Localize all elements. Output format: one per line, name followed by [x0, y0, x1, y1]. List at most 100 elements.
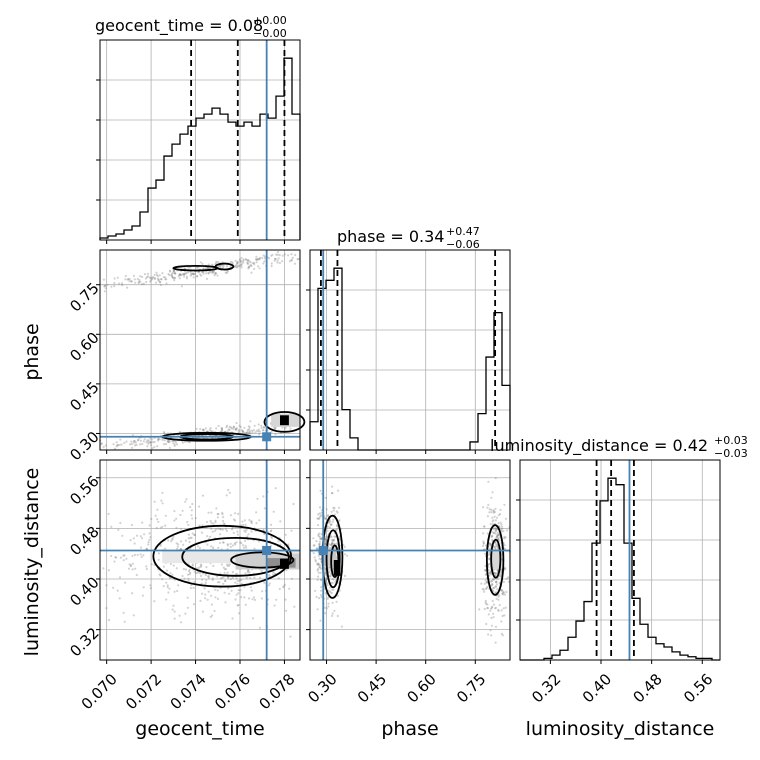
scatter-point: [491, 599, 494, 603]
scatter-point: [276, 250, 280, 254]
scatter-point: [497, 538, 500, 541]
scatter-point: [181, 273, 184, 276]
scatter-point: [318, 543, 321, 547]
scatter-point: [324, 569, 327, 573]
scatter-point: [165, 282, 168, 285]
scatter-point: [333, 609, 336, 613]
x-tick-label: 0.30: [304, 670, 340, 706]
scatter-point: [232, 425, 236, 428]
scatter-point: [498, 594, 501, 597]
scatter-point: [247, 266, 250, 269]
scatter-point: [498, 581, 501, 584]
scatter-point: [502, 607, 505, 610]
scatter-point: [231, 544, 235, 547]
scatter-point: [147, 275, 150, 278]
scatter-point: [207, 263, 210, 266]
scatter-point: [236, 261, 239, 264]
scatter-point: [262, 426, 266, 429]
scatter-point: [500, 609, 503, 612]
scatter-point: [142, 586, 145, 589]
x-tick-label: 0.078: [255, 670, 298, 713]
scatter-point: [219, 264, 222, 267]
scatter-point: [248, 571, 251, 574]
scatter-point: [482, 532, 485, 535]
scatter-point: [487, 613, 490, 616]
scatter-point: [149, 441, 152, 444]
scatter-point: [500, 570, 503, 574]
scatter-point: [220, 427, 223, 430]
scatter-point: [270, 536, 273, 540]
x-tick-label: 0.40: [579, 670, 615, 706]
scatter-point: [130, 440, 133, 443]
scatter-point: [258, 519, 261, 522]
scatter-point: [120, 443, 123, 446]
scatter-point: [497, 514, 500, 517]
scatter-point: [185, 272, 188, 275]
scatter-point: [324, 612, 327, 615]
scatter-point: [250, 429, 254, 432]
scatter-point: [247, 425, 250, 428]
scatter-point: [491, 516, 494, 519]
scatter-point: [337, 489, 340, 492]
contour: [325, 529, 341, 589]
scatter-point: [222, 582, 225, 585]
scatter-point: [198, 505, 201, 508]
scatter-point: [275, 598, 278, 601]
scatter-point: [214, 521, 217, 524]
scatter-point: [252, 429, 255, 432]
scatter-point: [159, 281, 162, 284]
scatter-point: [247, 569, 250, 572]
scatter-point: [212, 546, 215, 549]
scatter-point: [500, 525, 504, 528]
scatter-point: [188, 573, 191, 576]
scatter-point: [319, 578, 322, 581]
scatter-point: [220, 426, 223, 430]
scatter-point: [222, 264, 225, 267]
scatter-point: [212, 270, 215, 273]
scatter-point: [131, 554, 134, 558]
scatter-point: [207, 590, 210, 593]
scatter-point: [183, 275, 186, 278]
scatter-point: [326, 529, 329, 532]
scatter-point: [245, 431, 248, 434]
scatter-point: [269, 523, 273, 527]
scatter-point: [285, 569, 288, 572]
scatter-point: [204, 593, 207, 596]
scatter-point: [333, 542, 336, 546]
scatter-point: [236, 604, 239, 607]
scatter-point: [245, 258, 248, 261]
scatter-point: [244, 539, 247, 543]
scatter-point: [234, 581, 237, 584]
scatter-point: [249, 420, 252, 423]
scatter-point: [500, 528, 503, 531]
scatter-point: [199, 599, 202, 603]
scatter-point: [498, 539, 501, 542]
scatter-point: [259, 576, 262, 579]
scatter-point: [489, 543, 492, 546]
scatter-point: [142, 282, 145, 285]
scatter-point: [267, 584, 270, 587]
scatter-point: [115, 445, 118, 448]
scatter-point: [187, 579, 190, 582]
scatter-point: [179, 273, 182, 276]
scatter-point: [248, 428, 251, 431]
scatter-point: [202, 271, 205, 274]
scatter-point: [493, 571, 496, 575]
scatter-point: [234, 265, 237, 268]
scatter-point: [242, 523, 245, 527]
scatter-point: [249, 586, 252, 589]
scatter-point: [173, 272, 176, 275]
scatter-point: [160, 278, 163, 281]
scatter-point: [488, 574, 491, 577]
scatter-point: [323, 606, 326, 609]
scatter-point: [236, 262, 239, 265]
scatter-point: [114, 556, 117, 559]
panel-bg-1-1: [310, 250, 510, 450]
scatter-point: [236, 579, 239, 582]
scatter-point: [281, 260, 284, 263]
scatter-point: [486, 603, 489, 606]
scatter-point: [242, 546, 245, 549]
scatter-point: [331, 540, 334, 543]
scatter-point: [224, 601, 227, 604]
scatter-point: [485, 581, 488, 584]
